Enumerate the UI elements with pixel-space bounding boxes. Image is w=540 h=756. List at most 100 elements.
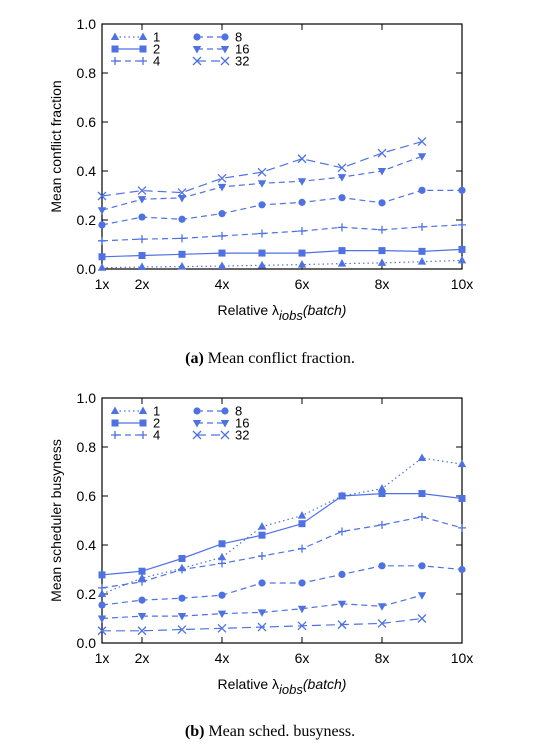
data-point-16 — [257, 609, 267, 617]
data-point-4 — [98, 583, 106, 592]
data-point-1 — [297, 260, 307, 268]
data-point-8 — [98, 221, 106, 229]
data-point-16 — [337, 600, 347, 609]
x-axis-label-sub: jobs — [277, 682, 303, 694]
legend-entry-32: 32 — [192, 54, 249, 69]
caption-b: (b) Mean sched. busyness. — [0, 723, 540, 741]
data-point-16 — [297, 605, 307, 614]
x-tick-label: 1x — [95, 276, 110, 292]
data-point-8 — [258, 579, 266, 587]
x-axis-label: Relative λjobs(batch) — [218, 302, 347, 320]
data-point-4 — [458, 220, 466, 229]
x-axis-label: Relative λjobs(batch) — [218, 676, 347, 694]
data-point-8 — [338, 194, 346, 202]
y-tick-label: 0.0 — [77, 261, 97, 277]
data-point-32 — [297, 621, 307, 631]
legend-label: 16 — [235, 42, 249, 57]
legend-marker — [220, 430, 230, 440]
y-tick-label: 1.0 — [77, 390, 97, 406]
y-tick-label: 1.0 — [77, 16, 97, 32]
legend-label: 4 — [153, 54, 160, 69]
data-point-8 — [298, 579, 306, 587]
data-point-1 — [257, 522, 267, 530]
series-8 — [98, 186, 466, 229]
series-2 — [98, 245, 466, 261]
data-point-4 — [298, 544, 306, 553]
data-point-2 — [418, 490, 426, 498]
data-point-4 — [178, 234, 186, 243]
legend-entry-4: 4 — [111, 428, 160, 443]
data-point-2 — [378, 490, 386, 498]
data-point-32 — [97, 191, 107, 201]
data-point-2 — [258, 531, 266, 539]
data-point-16 — [217, 610, 227, 619]
data-point-32 — [377, 618, 387, 628]
data-point-1 — [417, 453, 427, 462]
series-32 — [97, 137, 427, 201]
series-line-32 — [102, 617, 423, 632]
plot-frame — [101, 397, 463, 644]
legend-entry-16: 16 — [192, 42, 249, 57]
legend-label: 1 — [153, 30, 160, 45]
data-point-2 — [418, 247, 426, 255]
data-point-1 — [137, 262, 147, 271]
data-point-2 — [298, 520, 306, 528]
data-point-16 — [417, 153, 427, 161]
caption-b-label: (b) — [184, 723, 205, 740]
data-point-1 — [377, 258, 387, 266]
data-point-4 — [378, 520, 386, 529]
legend-entry-8: 8 — [193, 30, 242, 45]
data-point-4 — [178, 565, 186, 574]
data-point-8 — [218, 591, 226, 599]
x-axis-label-main: Relative λ — [218, 676, 279, 692]
data-point-2 — [138, 252, 146, 260]
data-point-2 — [178, 250, 186, 258]
x-tick-label: 6x — [295, 276, 310, 292]
data-point-1 — [217, 552, 227, 561]
legend-label: 2 — [153, 416, 160, 431]
legend-marker — [111, 57, 119, 65]
data-point-8 — [138, 596, 146, 604]
legend-marker — [139, 431, 147, 439]
data-point-8 — [178, 215, 186, 223]
series-32 — [97, 614, 427, 636]
legend-marker — [110, 32, 120, 40]
legend-marker — [192, 430, 202, 440]
legend-marker — [192, 56, 202, 66]
data-point-2 — [98, 253, 106, 261]
y-axis-label: Mean conflict fraction — [48, 80, 64, 212]
series-8 — [98, 562, 466, 609]
series-16 — [97, 153, 427, 215]
series-line-1 — [101, 457, 463, 595]
data-point-2 — [458, 494, 466, 502]
data-point-1 — [377, 484, 387, 492]
data-point-4 — [218, 559, 226, 568]
legend-marker — [139, 57, 147, 65]
data-point-16 — [97, 207, 107, 215]
data-point-8 — [258, 201, 266, 209]
series-line-2 — [101, 248, 463, 258]
data-point-16 — [337, 174, 347, 182]
data-point-8 — [98, 601, 106, 609]
legend-marker — [220, 56, 230, 66]
data-point-8 — [378, 562, 386, 570]
data-point-1 — [457, 459, 467, 468]
data-point-2 — [138, 567, 146, 575]
y-tick-label: 0.4 — [77, 163, 97, 179]
x-tick-label: 8x — [375, 276, 390, 292]
legend-marker — [193, 407, 201, 415]
x-axis-label-sub: jobs — [277, 308, 303, 320]
legend-label: 32 — [235, 54, 249, 69]
legend-marker — [221, 407, 229, 415]
x-axis-label-tail: (batch) — [303, 676, 347, 692]
data-point-1 — [417, 257, 427, 265]
y-tick-label: 0.6 — [77, 488, 97, 504]
data-point-4 — [378, 225, 386, 234]
data-point-1 — [177, 262, 187, 270]
data-point-2 — [258, 249, 266, 257]
x-tick-label: 1x — [95, 650, 110, 666]
data-point-1 — [217, 261, 227, 270]
x-tick-label: 2x — [135, 650, 150, 666]
y-axis-label: Mean scheduler busyness — [48, 439, 64, 602]
x-tick-label: 10x — [451, 650, 474, 666]
